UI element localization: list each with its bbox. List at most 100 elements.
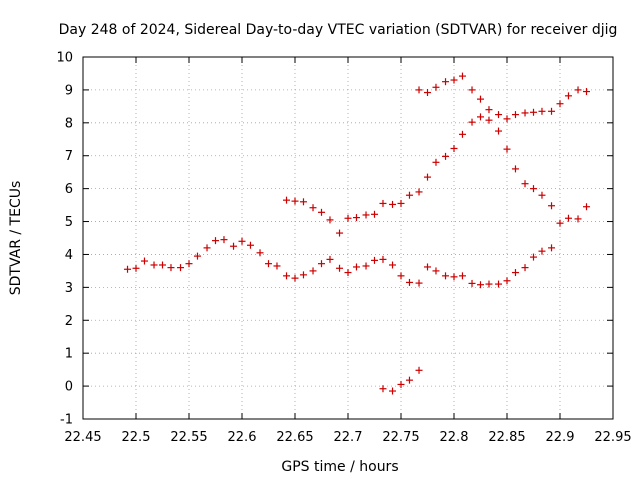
data-point [291, 274, 299, 282]
data-points [124, 72, 590, 395]
data-point [309, 267, 317, 275]
data-point [124, 265, 132, 273]
data-point [477, 113, 484, 121]
data-point [458, 272, 466, 280]
data-point [511, 269, 519, 277]
data-point [291, 197, 299, 205]
data-point [159, 261, 166, 269]
data-point [583, 88, 590, 96]
x-tick-label: 22.5 [122, 430, 151, 445]
data-point [140, 257, 148, 265]
x-tick-label: 22.55 [170, 430, 207, 445]
data-point [405, 191, 413, 199]
data-point [415, 279, 423, 287]
y-tick-label: -1 [60, 413, 73, 428]
data-point [336, 264, 344, 272]
data-point [538, 107, 546, 115]
data-point [485, 116, 493, 124]
data-point [511, 165, 519, 173]
data-point [336, 229, 344, 237]
y-tick-labels: -1 0 1 2 3 4 5 6 7 8 9 10 [56, 51, 73, 428]
y-tick-label: 1 [65, 347, 73, 362]
data-point [362, 211, 370, 219]
x-tick-label: 22.85 [488, 430, 525, 445]
data-point [530, 253, 537, 261]
data-point [521, 180, 529, 188]
data-point [424, 263, 431, 271]
data-point [326, 216, 334, 224]
data-point [283, 272, 291, 280]
data-point [352, 263, 360, 271]
data-point [246, 241, 254, 249]
data-point [389, 261, 397, 269]
data-point [405, 278, 413, 286]
x-tick-label: 22.7 [334, 430, 363, 445]
data-point [344, 214, 352, 222]
data-point [503, 277, 511, 285]
data-point [503, 115, 511, 123]
data-point [485, 106, 493, 114]
data-point [299, 198, 307, 206]
data-point [495, 280, 503, 288]
y-tick-label: 0 [65, 380, 73, 395]
data-point [521, 109, 529, 117]
x-tick-label: 22.75 [382, 430, 419, 445]
y-tick-label: 9 [65, 83, 73, 98]
x-tick-label: 22.45 [64, 430, 101, 445]
y-tick-label: 2 [65, 314, 73, 329]
data-point [397, 380, 405, 388]
data-point [212, 237, 219, 245]
data-point [326, 255, 334, 263]
x-tick-label: 22.65 [276, 430, 313, 445]
data-point [574, 215, 582, 223]
data-point [450, 144, 458, 152]
data-point [564, 92, 572, 100]
data-point [273, 262, 281, 270]
data-point [521, 264, 529, 272]
data-point [583, 203, 590, 211]
data-point [389, 387, 397, 395]
data-point [468, 118, 476, 126]
data-point [424, 89, 431, 97]
data-point [468, 279, 476, 287]
data-point [538, 247, 546, 255]
x-axis-label: GPS time / hours [281, 459, 398, 475]
data-point [530, 108, 537, 116]
data-point [503, 145, 511, 153]
data-point [458, 72, 466, 80]
data-point [309, 204, 317, 212]
data-point [468, 86, 476, 94]
data-point [238, 237, 246, 245]
data-point [283, 196, 291, 204]
data-point [556, 100, 564, 108]
chart-title: Day 248 of 2024, Sidereal Day-to-day VTE… [59, 22, 618, 38]
data-point [432, 83, 440, 91]
data-point [415, 366, 423, 374]
data-point [450, 76, 458, 84]
data-point [265, 260, 272, 268]
data-point [556, 219, 564, 227]
data-point [299, 271, 307, 279]
data-point [564, 214, 572, 222]
data-point [203, 244, 211, 252]
y-axis-label: SDTVAR / TECUs [8, 181, 24, 296]
data-point [538, 191, 546, 199]
data-point [352, 214, 360, 222]
data-point [344, 269, 352, 277]
y-tick-label: 5 [65, 215, 73, 230]
data-point [442, 272, 450, 280]
data-point [548, 202, 556, 210]
data-point [167, 264, 175, 272]
data-point [193, 252, 201, 260]
data-point [477, 95, 484, 103]
data-point [132, 264, 140, 272]
data-point [495, 127, 503, 135]
x-tick-labels: 22.45 22.5 22.55 22.6 22.65 22.7 22.75 22.8 22.8… [64, 430, 631, 445]
data-point [379, 255, 387, 263]
data-point [185, 260, 193, 268]
data-point [442, 152, 450, 160]
data-point [379, 385, 387, 393]
y-tick-label: 10 [56, 51, 73, 66]
data-point [442, 78, 450, 86]
x-tick-label: 22.9 [546, 430, 575, 445]
